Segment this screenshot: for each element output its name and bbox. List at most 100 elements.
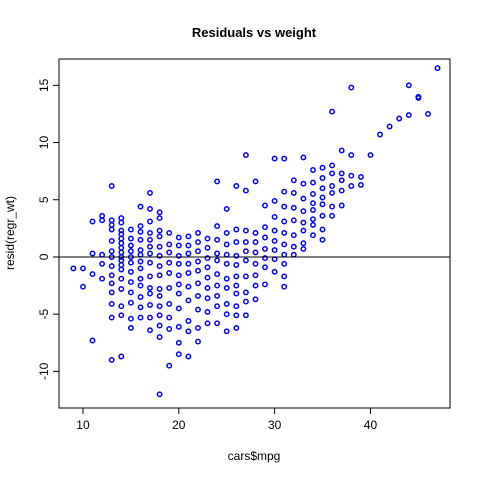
data-point bbox=[252, 249, 259, 256]
data-point bbox=[89, 337, 96, 344]
data-point bbox=[290, 217, 297, 224]
data-point bbox=[233, 252, 240, 259]
data-point bbox=[223, 229, 230, 236]
data-point bbox=[271, 227, 278, 234]
data-point bbox=[329, 189, 336, 196]
data-point bbox=[348, 172, 355, 179]
data-point bbox=[415, 94, 422, 101]
data-point bbox=[185, 353, 192, 360]
data-point bbox=[300, 154, 307, 161]
x-tick-label: 30 bbox=[268, 418, 282, 432]
data-point bbox=[118, 303, 125, 310]
data-point bbox=[233, 324, 240, 331]
data-point bbox=[185, 270, 192, 276]
data-point bbox=[195, 267, 201, 274]
data-point bbox=[242, 239, 249, 246]
data-point bbox=[147, 236, 153, 243]
data-point bbox=[127, 248, 134, 255]
data-point bbox=[281, 203, 288, 210]
data-point bbox=[156, 312, 163, 319]
data-point bbox=[281, 283, 288, 290]
data-point bbox=[175, 290, 182, 297]
data-point bbox=[137, 265, 144, 272]
data-point bbox=[147, 229, 153, 236]
data-point bbox=[137, 304, 144, 311]
data-point bbox=[252, 296, 259, 303]
data-point bbox=[204, 320, 211, 327]
data-point bbox=[118, 219, 125, 226]
data-point bbox=[271, 247, 278, 254]
data-point bbox=[214, 178, 221, 185]
data-point bbox=[242, 312, 249, 319]
data-point bbox=[214, 223, 221, 230]
data-point bbox=[386, 123, 393, 130]
data-point bbox=[290, 243, 297, 250]
data-point bbox=[405, 112, 412, 119]
data-point bbox=[271, 268, 278, 275]
data-point bbox=[204, 274, 211, 281]
data-point bbox=[175, 281, 182, 288]
data-point bbox=[195, 229, 201, 236]
data-point bbox=[147, 205, 153, 212]
data-point bbox=[118, 312, 125, 319]
data-point bbox=[262, 234, 268, 241]
data-point bbox=[156, 215, 163, 222]
data-point bbox=[300, 245, 307, 252]
data-point bbox=[137, 314, 144, 321]
data-point bbox=[147, 189, 153, 196]
data-point bbox=[195, 248, 201, 255]
data-point bbox=[310, 207, 316, 213]
data-point bbox=[310, 221, 316, 228]
data-point bbox=[118, 353, 125, 360]
data-point bbox=[185, 283, 192, 290]
data-point bbox=[214, 271, 221, 278]
data-point bbox=[166, 249, 173, 256]
data-point bbox=[175, 351, 182, 358]
data-point bbox=[233, 183, 240, 189]
data-point bbox=[310, 216, 316, 223]
data-point bbox=[329, 203, 336, 210]
data-point bbox=[195, 239, 201, 246]
data-point bbox=[348, 152, 355, 159]
data-point bbox=[281, 260, 288, 267]
data-point bbox=[290, 232, 297, 239]
data-point bbox=[310, 200, 316, 207]
data-point bbox=[405, 82, 412, 89]
data-point bbox=[166, 229, 173, 236]
data-point bbox=[147, 302, 153, 308]
x-tick-label: 10 bbox=[76, 418, 90, 432]
data-point bbox=[166, 300, 173, 307]
data-point bbox=[319, 185, 326, 192]
data-point bbox=[338, 187, 345, 194]
data-point bbox=[290, 177, 297, 184]
data-point bbox=[223, 300, 230, 307]
data-point bbox=[252, 282, 259, 289]
y-tick-label: 15 bbox=[37, 78, 51, 92]
data-point bbox=[127, 242, 134, 249]
data-point bbox=[290, 204, 297, 211]
data-point bbox=[175, 252, 182, 259]
data-point bbox=[204, 235, 211, 242]
data-point bbox=[242, 187, 249, 194]
data-point bbox=[185, 260, 192, 267]
data-point bbox=[108, 314, 115, 321]
data-point bbox=[147, 273, 153, 280]
data-point bbox=[242, 298, 249, 305]
y-tick-label: 0 bbox=[37, 253, 51, 260]
data-point bbox=[147, 290, 153, 297]
data-point bbox=[281, 155, 288, 162]
data-point bbox=[338, 170, 345, 177]
x-tick-label: 20 bbox=[172, 418, 186, 432]
data-point bbox=[348, 84, 355, 91]
data-point bbox=[271, 213, 278, 220]
data-point bbox=[175, 272, 182, 279]
data-point bbox=[127, 315, 134, 322]
data-point bbox=[175, 323, 182, 330]
data-point bbox=[319, 175, 326, 181]
data-point bbox=[262, 255, 268, 262]
data-point bbox=[214, 236, 221, 243]
data-point bbox=[271, 197, 278, 204]
